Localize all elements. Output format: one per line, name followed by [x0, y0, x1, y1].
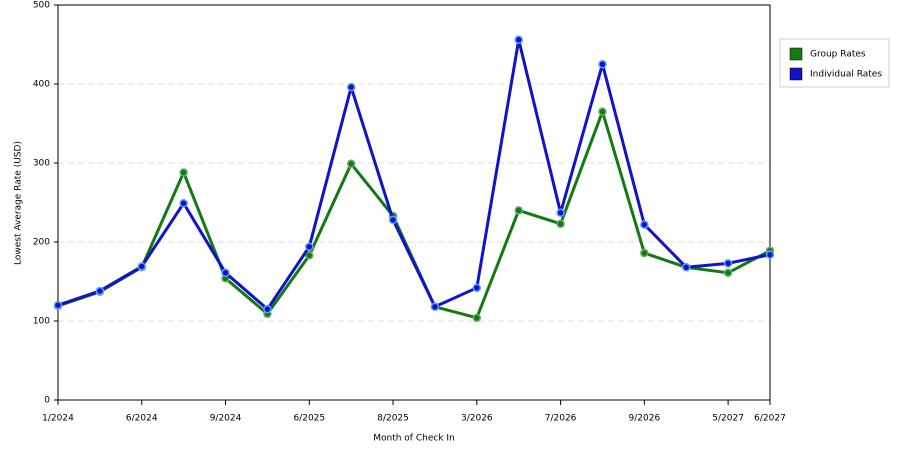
data-point	[598, 60, 607, 69]
data-point	[723, 268, 733, 278]
x-tick-label: 6/2027	[754, 414, 786, 424]
data-point	[640, 220, 649, 229]
y-tick-label: 200	[33, 238, 50, 248]
data-point	[514, 35, 523, 45]
x-tick-label: 6/2025	[293, 414, 325, 424]
data-point	[388, 215, 398, 225]
series-line	[57, 38, 771, 311]
y-axis-label: Lowest Average Rate (USD)	[14, 141, 24, 265]
y-tick-label: 500	[33, 1, 50, 11]
data-point	[430, 302, 440, 312]
legend-swatch	[789, 47, 803, 61]
data-point	[263, 304, 272, 314]
x-tick-label: 7/2026	[545, 414, 577, 424]
data-point	[346, 82, 356, 92]
data-point	[765, 250, 775, 259]
x-tick-label: 6/2024	[126, 414, 158, 424]
x-tick-label: 1/2024	[42, 414, 74, 424]
x-tick-label: 8/2025	[377, 414, 409, 424]
data-point	[179, 199, 188, 208]
y-tick-label: 300	[33, 159, 50, 169]
y-tick-label: 400	[33, 80, 50, 90]
x-tick-label: 9/2026	[629, 414, 661, 424]
legend-label: Group Rates	[810, 50, 866, 60]
data-point	[681, 263, 691, 272]
data-point	[179, 168, 188, 177]
series-line	[57, 110, 771, 320]
data-point	[472, 313, 482, 323]
data-point	[137, 262, 147, 271]
data-point	[346, 159, 356, 169]
data-point	[472, 283, 482, 293]
data-point	[514, 206, 523, 215]
data-point	[598, 107, 607, 116]
data-point	[305, 251, 314, 260]
y-tick-label: 0	[44, 396, 50, 406]
data-point	[221, 268, 230, 278]
x-tick-label: 3/2026	[461, 414, 493, 424]
legend-swatch	[789, 67, 803, 81]
y-tick-label: 100	[33, 317, 50, 327]
x-tick-label: 9/2024	[210, 414, 242, 424]
x-tick-label: 5/2027	[712, 414, 744, 424]
data-point	[53, 300, 63, 310]
legend-label: Individual Rates	[810, 70, 882, 80]
x-axis-label: Month of Check In	[373, 434, 455, 444]
data-point	[556, 208, 565, 218]
data-point	[95, 286, 105, 296]
data-point	[723, 259, 733, 268]
plot-frame	[57, 4, 771, 401]
data-point	[640, 248, 649, 258]
data-point	[305, 242, 314, 251]
data-point	[556, 219, 565, 229]
